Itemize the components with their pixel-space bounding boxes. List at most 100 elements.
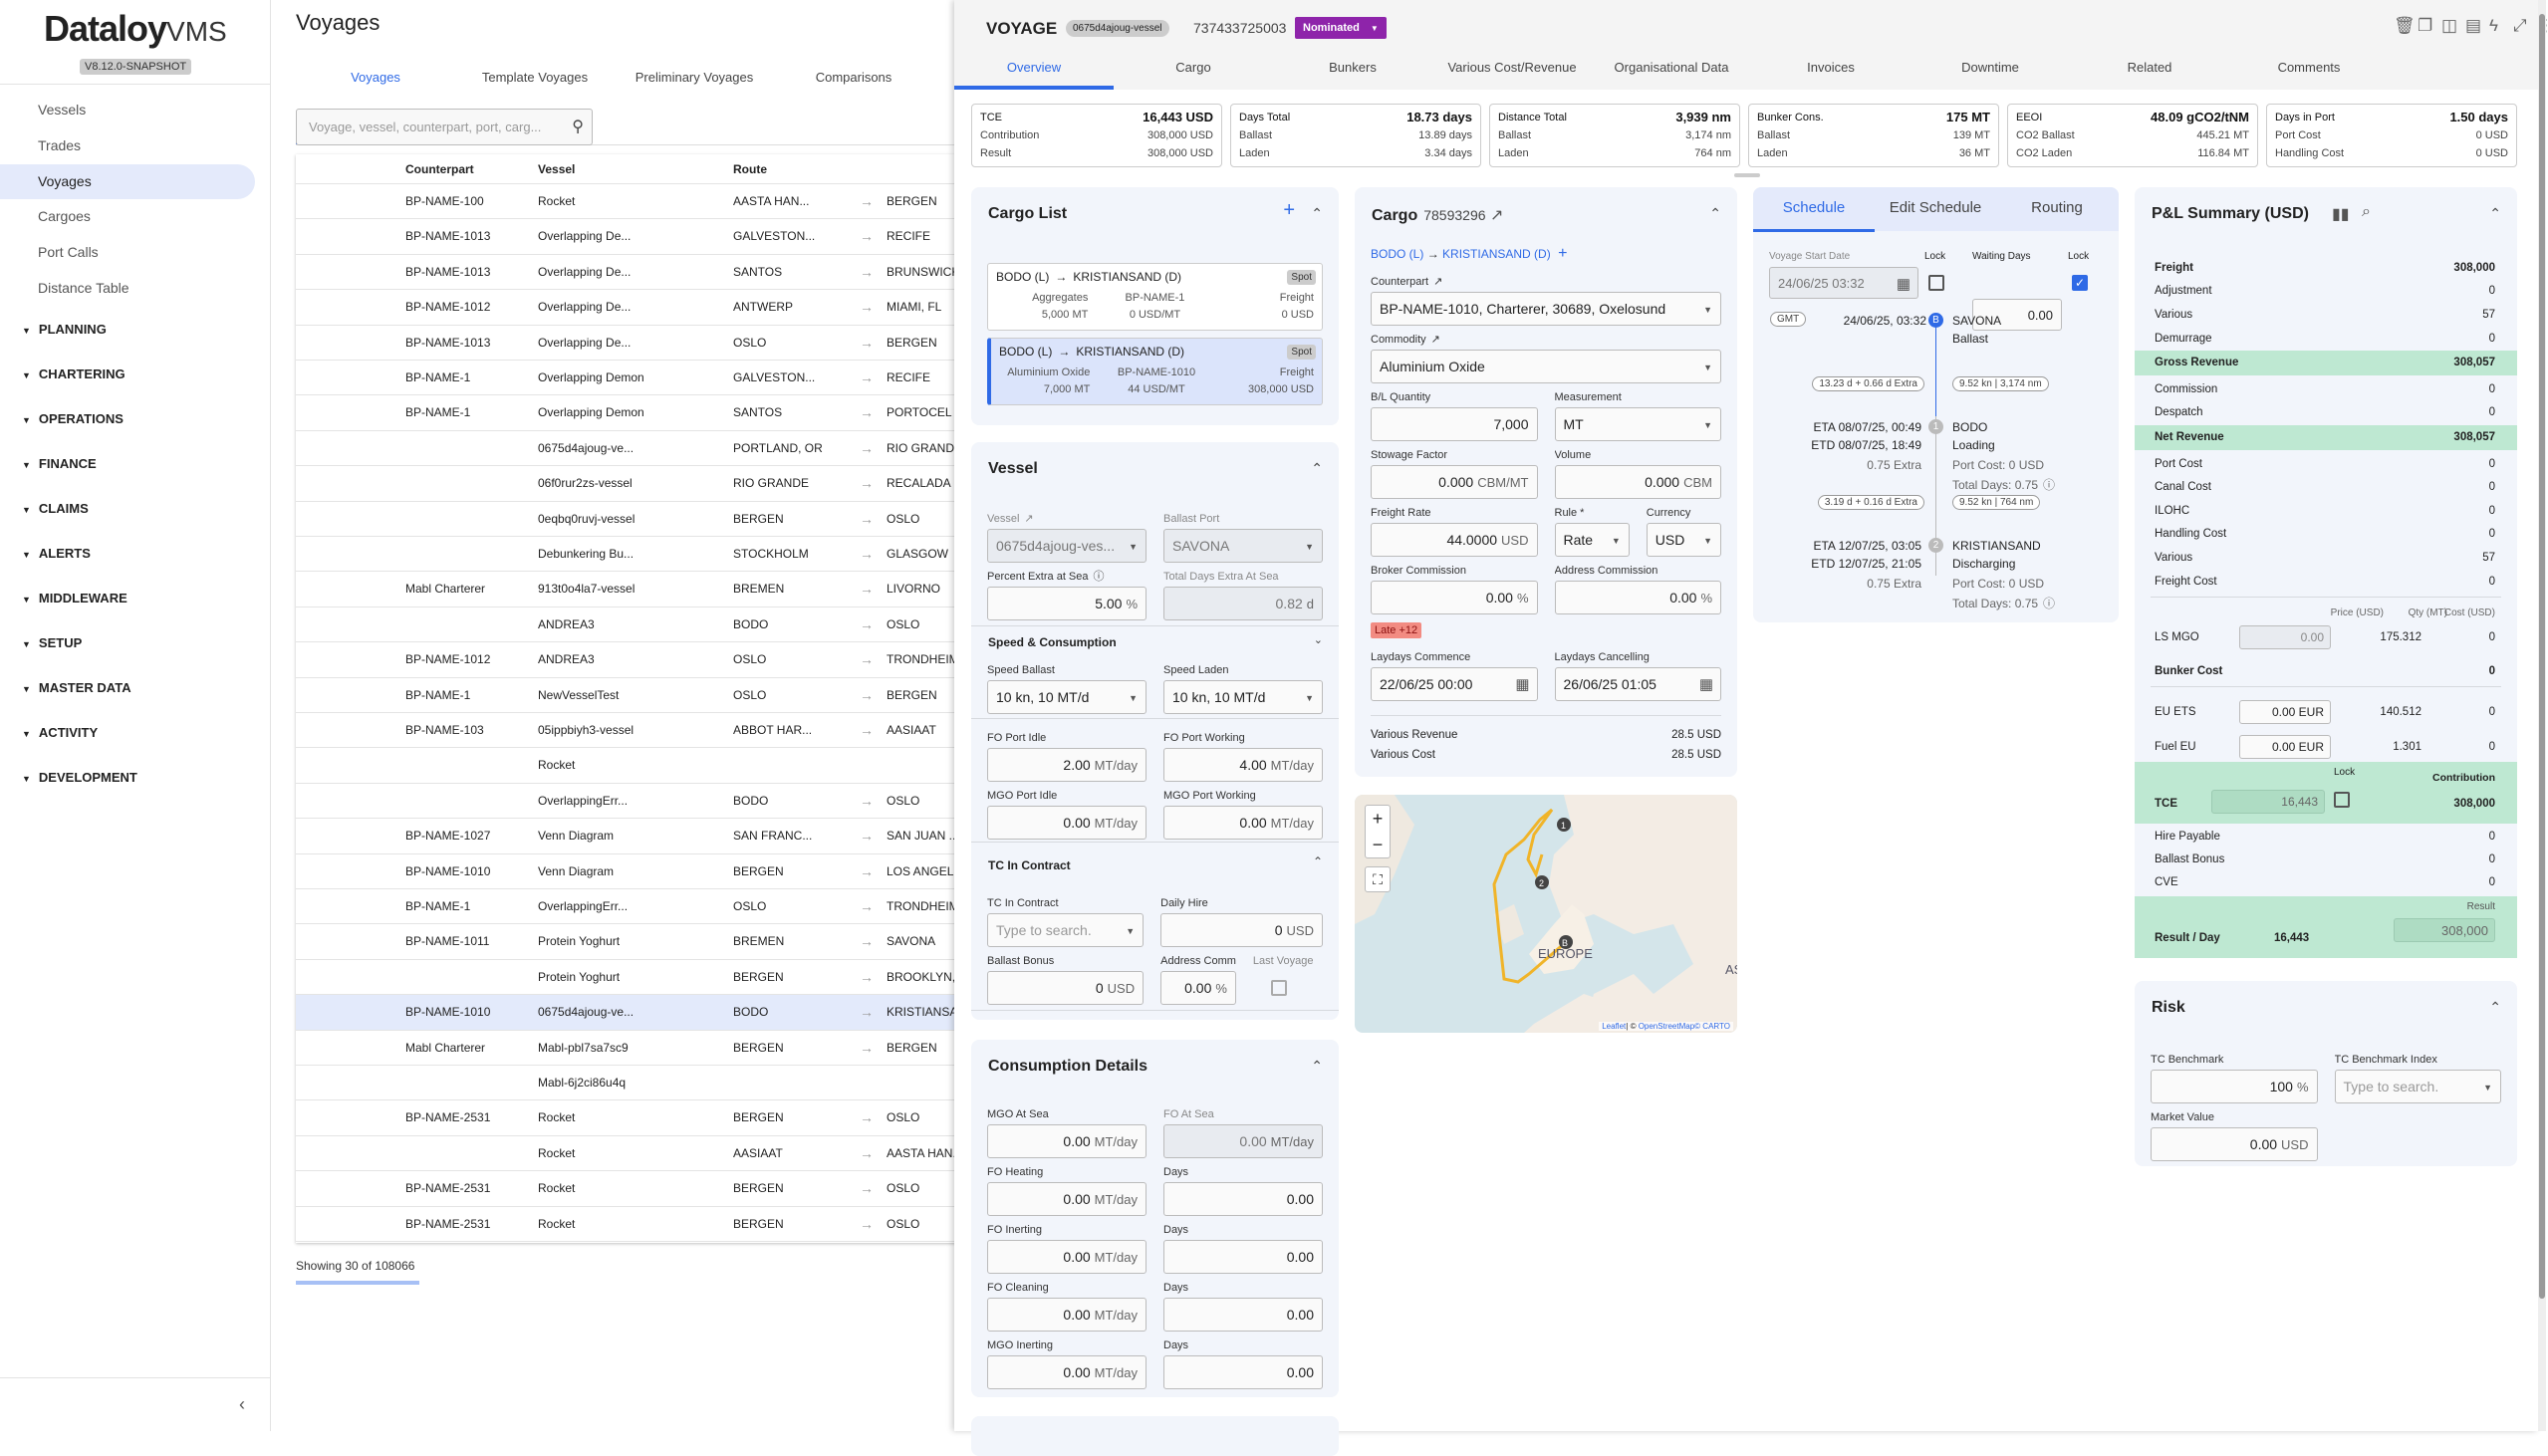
table-row[interactable]: Protein Yoghurt BERGEN → BROOKLYN, ... [296,960,956,996]
sidebar-section-operations[interactable]: ▼ OPERATIONS [22,411,124,426]
sidebar-section-middleware[interactable]: ▼ MIDDLEWARE [22,591,127,606]
dropdown-arrow-icon[interactable]: ▼ [1703,363,1712,372]
input[interactable]: 0 USD [1160,913,1323,947]
open-external-icon[interactable]: ↗ [1489,207,1504,224]
dropdown-arrow-icon[interactable]: ▼ [1703,536,1712,546]
open-external-icon[interactable]: ↗ [1430,334,1440,346]
input[interactable]: 0.00 [1163,1355,1323,1389]
column-header-counterpart[interactable]: Counterpart [405,162,474,176]
table-row[interactable]: BP-NAME-1010 0675d4ajoug-ve... BODO → KRISTI… [296,995,956,1031]
tab-edit-schedule[interactable]: Edit Schedule [1889,199,1982,216]
table-row[interactable]: Debunkering Bu... STOCKHOLM → GLASGOW [296,537,956,573]
tab-bunkers[interactable]: Bunkers [1329,60,1377,75]
input[interactable]: 0.00 MT/day [987,806,1147,840]
collapse-sidebar-icon[interactable]: ‹ [239,1394,245,1414]
input[interactable]: 0.00 [1163,1240,1323,1274]
dropdown-arrow-icon[interactable]: ▼ [1129,542,1138,552]
input[interactable]: 0.00 MT/day [1163,806,1323,840]
input[interactable]: 26/06/25 01:05 ▦ [1554,667,1721,701]
input[interactable]: 10 kn, 10 MT/d ▼ [1163,680,1323,714]
table-row[interactable]: BP-NAME-1010 Venn Diagram BERGEN → LOS ANGEL… [296,854,956,889]
route-to[interactable]: KRISTIANSAND (D) [1442,247,1551,261]
voyage-start-date-input[interactable]: 24/06/25 03:32 ▦ [1769,267,1918,299]
input[interactable]: 22/06/25 00:00 ▦ [1371,667,1538,701]
collapse-icon[interactable]: ⌃ [2489,999,2501,1015]
table-row[interactable]: 06f0rur2zs-vessel RIO GRANDE → RECALADA ... [296,466,956,502]
table-row[interactable]: BP-NAME-2531 Rocket BERGEN → OSLO [296,1171,956,1207]
route-map[interactable]: B 1 2 EUROPE AS +− ⛶ Leaflet| © OpenStre… [1355,795,1737,1033]
input[interactable]: MT ▼ [1554,407,1721,441]
table-row[interactable]: BP-NAME-1011 Protein Yoghurt BREMEN → SAVONA [296,924,956,960]
dropdown-arrow-icon[interactable]: ▼ [1305,542,1314,552]
table-row[interactable]: ANDREA3 BODO → OSLO [296,607,956,643]
dropdown-arrow-icon[interactable]: ▼ [1703,305,1712,315]
input[interactable]: 0.00% [1554,581,1721,614]
input[interactable]: 0.00 MT/day [987,1298,1147,1332]
analytics-search-icon[interactable]: ⌕ [2362,203,2371,220]
route-from[interactable]: BODO (L) [1371,247,1424,261]
sidebar-item-trades[interactable]: Trades [38,136,82,153]
leaflet-link[interactable]: Leaflet [1602,1022,1627,1031]
port-name[interactable]: SAVONA [1952,314,2002,328]
input[interactable]: 5.00% [987,587,1147,620]
map-canvas[interactable]: B 1 2 EUROPE AS [1355,795,1737,1033]
tab-cargo[interactable]: Cargo [1175,60,1211,75]
open-external-icon[interactable]: ↗ [1433,276,1443,288]
input[interactable]: 0.000 CBM [1554,465,1721,499]
tab-organisational-data[interactable]: Organisational Data [1614,60,1729,75]
zoom-in-button[interactable]: + [1372,809,1384,829]
input[interactable]: 7,000 [1371,407,1538,441]
cargo-list-item[interactable]: BODO (L) → KRISTIANSAND (D) Spot Aggregates B… [987,263,1323,331]
compare-icon[interactable]: ◫ [2441,16,2458,35]
tab-template-voyages[interactable]: Template Voyages [481,70,589,85]
table-row[interactable]: BP-NAME-103 05ippbiyh3-vessel ABBOT HAR...… [296,713,956,749]
pdf-icon[interactable]: ▤ [2465,16,2482,35]
tab-invoices[interactable]: Invoices [1807,60,1855,75]
input[interactable]: 0.000 CBM/MT [1371,465,1538,499]
trash-icon[interactable]: 🗑 [2394,16,2416,35]
collapse-icon[interactable]: ⌃ [2489,205,2501,221]
dropdown-arrow-icon[interactable]: ▼ [1611,536,1621,546]
resize-handle[interactable] [1734,173,1760,177]
input[interactable]: 0.00 MT/day [987,1355,1147,1389]
table-row[interactable]: BP-NAME-1 Overlapping Demon GALVESTON... → R… [296,361,956,396]
lock-start-checkbox[interactable] [1928,275,1944,291]
sidebar-section-activity[interactable]: ▼ ACTIVITY [22,725,98,740]
input[interactable]: SAVONA ▼ [1163,529,1323,563]
table-row[interactable]: 0eqbq0ruvj-vessel BERGEN → OSLO [296,502,956,537]
bunker-price-input[interactable]: 0.00 EUR [2239,700,2331,724]
collapse-icon[interactable]: ⌃ [1709,205,1721,221]
table-row[interactable]: BP-NAME-1012 Overlapping De... ANTWERP → MIA… [296,290,956,326]
cargo-route[interactable]: BODO (L) → KRISTIANSAND (D) + [1371,245,1567,263]
table-row[interactable]: BP-NAME-1 OverlappingErr... OSLO → TRONDHEIM [296,889,956,925]
waiting-days-input[interactable]: 0.00 [1972,299,2062,331]
map-marker-1[interactable] [1557,818,1571,832]
sidebar-section-claims[interactable]: ▼ CLAIMS [22,501,89,516]
table-row[interactable]: Rocket AASIAAT → AASTA HAN... [296,1136,956,1172]
collapse-icon[interactable]: ⌃ [1311,205,1323,221]
calendar-icon[interactable]: ▦ [1698,676,1713,693]
table-row[interactable]: OverlappingErr... BODO → OSLO [296,784,956,820]
input[interactable]: 4.00 MT/day [1163,748,1323,782]
input[interactable]: 0.00 USD [2151,1127,2318,1161]
table-row[interactable]: Mabl Charterer Mabl-pbl7sa7sc9 BERGEN → BERG… [296,1031,956,1066]
chevron-down-icon[interactable]: ⌄ [1313,634,1323,646]
table-row[interactable]: Mabl Charterer 913t0o4la7-vessel BREMEN → LI… [296,572,956,607]
dropdown-arrow-icon[interactable]: ▼ [1703,420,1712,430]
search-input[interactable]: Voyage, vessel, counterpart, port, carg.… [296,109,593,145]
sidebar-section-setup[interactable]: ▼ SETUP [22,635,82,650]
input[interactable]: 10 kn, 10 MT/d ▼ [987,680,1147,714]
flash-icon[interactable]: ϟ [2489,16,2498,35]
timeline-marker-2[interactable]: 2 [1928,538,1943,553]
input[interactable]: 0.00 MT/day [987,1240,1147,1274]
calendar-icon[interactable]: ▦ [1896,276,1911,293]
sidebar-item-distance-table[interactable]: Distance Table [38,280,129,296]
map-marker-2[interactable] [1535,875,1549,889]
calendar-icon[interactable]: ▦ [1515,676,1530,693]
map-marker-b[interactable] [1559,935,1573,949]
input[interactable]: 0.00% [1371,581,1538,614]
input[interactable]: 0.00% [1160,971,1236,1005]
fullscreen-icon[interactable]: ⛶ [1365,866,1391,892]
sidebar-item-vessels[interactable]: Vessels [38,102,87,118]
input[interactable]: 0675d4ajoug-ves... ▼ [987,529,1147,563]
